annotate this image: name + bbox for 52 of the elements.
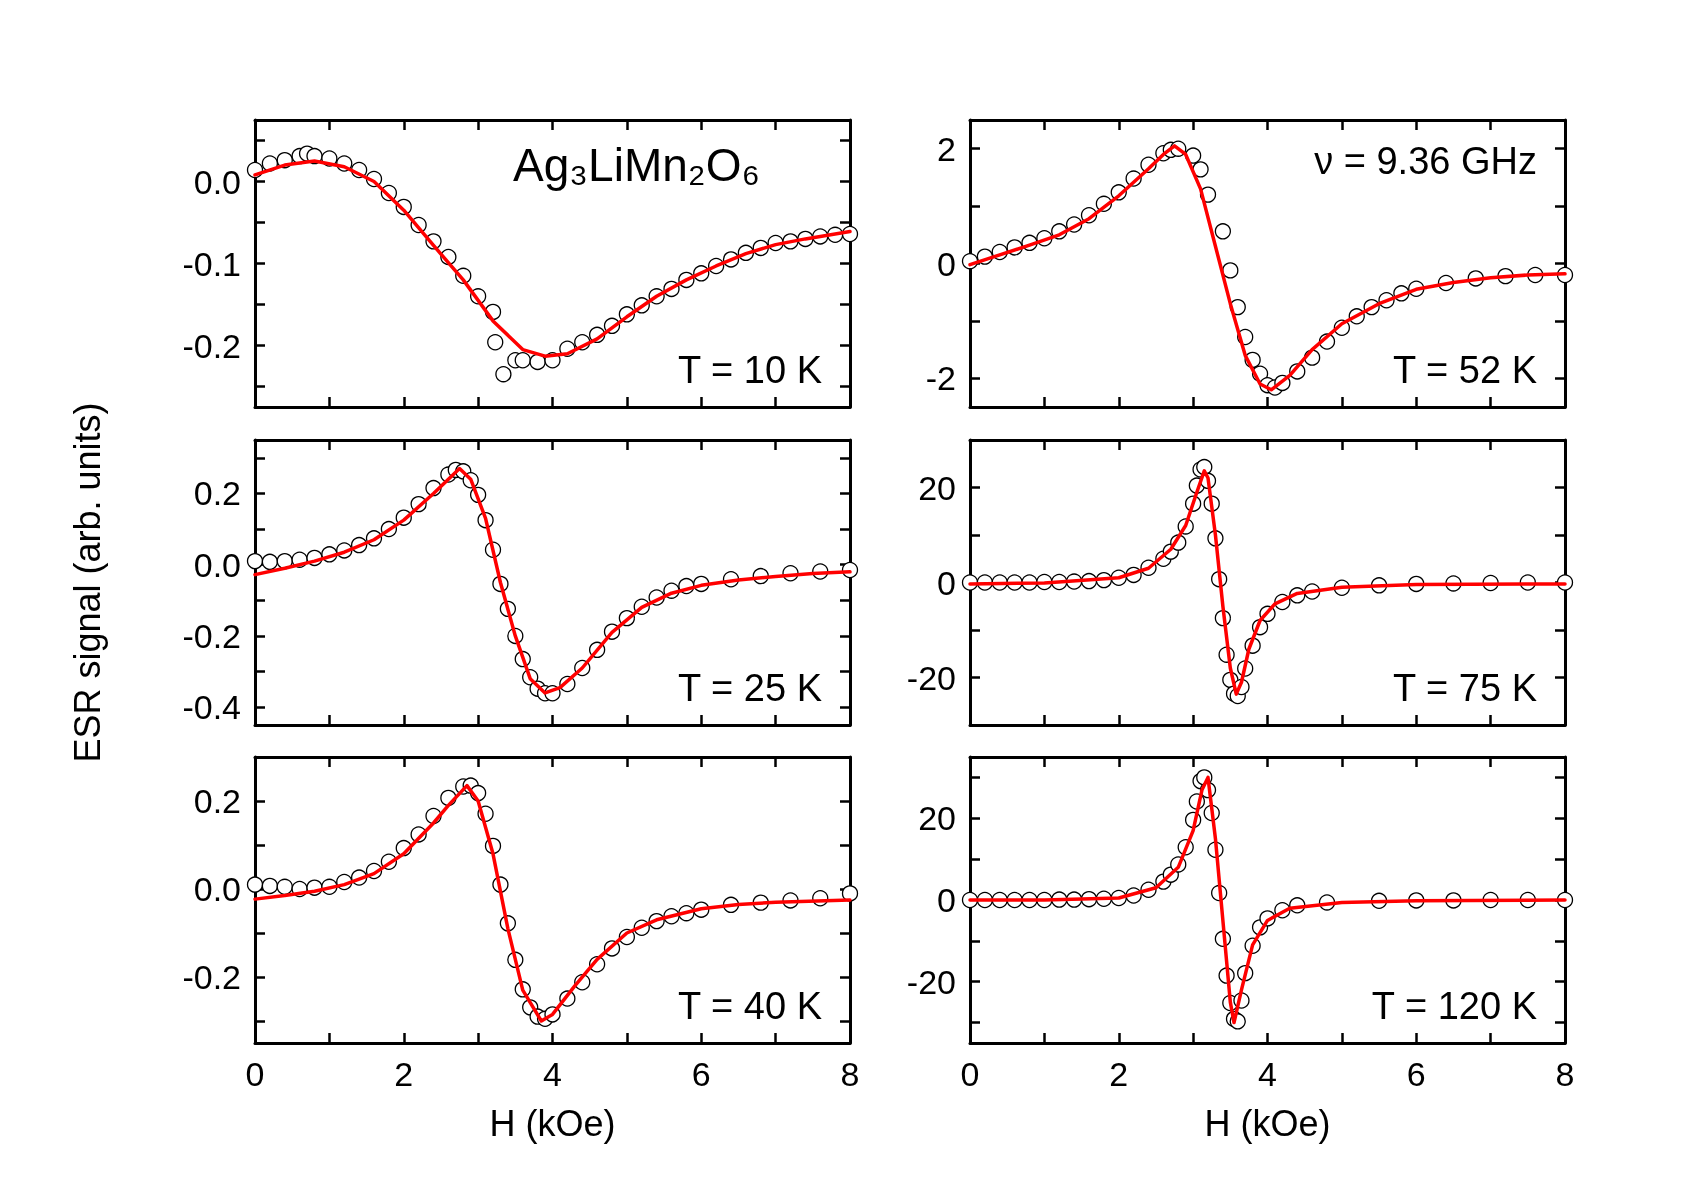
x-axis-title: H (kOe)	[489, 1102, 616, 1144]
y-tick-label: -20	[906, 658, 956, 697]
y-tick-label: -2	[925, 359, 956, 398]
y-tick-label: 20	[918, 799, 956, 838]
x-tick-label: 4	[543, 1055, 562, 1093]
point	[246, 552, 264, 570]
x-tick-label: 0	[960, 1055, 980, 1093]
annotation: T = 75 K	[1392, 667, 1537, 709]
x-tick-label: 8	[1555, 1055, 1575, 1093]
y-tick-label: 0	[937, 563, 956, 602]
y-tick-label: 0.2	[193, 474, 241, 513]
x-tick-label: 8	[840, 1055, 860, 1093]
point	[1214, 223, 1232, 240]
y-tick-label: 0.0	[193, 870, 241, 908]
y-tick-label: -0.4	[182, 688, 241, 727]
point	[1222, 262, 1239, 279]
annotation: ν = 9.36 GHz	[1314, 140, 1537, 182]
x-tick-label: 2	[394, 1055, 414, 1093]
y-tick-label: -0.2	[182, 958, 241, 996]
x-tick-label: 6	[1406, 1055, 1426, 1093]
y-tick-label: 0.0	[193, 545, 241, 584]
x-tick-label: 6	[691, 1055, 711, 1093]
y-tick-label: 0	[937, 881, 956, 919]
x-tick-label: 4	[1258, 1055, 1277, 1093]
y-axis-title: ESR signal (arb. units)	[66, 402, 108, 763]
annotation: T = 10 K	[677, 349, 822, 391]
x-axis-title: H (kOe)	[1204, 1102, 1331, 1144]
y-tick-label: -0.2	[182, 616, 241, 655]
point	[487, 334, 504, 351]
annotation: T = 52 K	[1392, 349, 1537, 391]
annotation: T = 120 K	[1371, 985, 1537, 1027]
point	[841, 885, 859, 902]
y-tick-label: 0.2	[193, 782, 241, 820]
y-tick-label: -0.2	[182, 326, 241, 365]
point	[261, 553, 279, 570]
x-tick-label: 0	[245, 1055, 265, 1093]
point	[276, 878, 293, 895]
x-tick-label: 2	[1109, 1055, 1129, 1093]
y-tick-label: -20	[906, 962, 956, 1001]
point	[1192, 161, 1209, 178]
annotation: T = 40 K	[677, 985, 822, 1027]
y-tick-label: 20	[918, 468, 956, 507]
annotation: T = 25 K	[677, 667, 822, 709]
y-tick-label: 0	[937, 244, 956, 283]
y-tick-label: 0.0	[193, 162, 241, 201]
point	[246, 876, 264, 893]
y-tick-label: -0.1	[182, 244, 241, 283]
point	[495, 366, 512, 383]
annotation: Ag₃LiMn₂O₆	[513, 139, 760, 191]
point	[514, 352, 531, 369]
point	[261, 877, 279, 895]
y-tick-label: 2	[937, 129, 956, 168]
